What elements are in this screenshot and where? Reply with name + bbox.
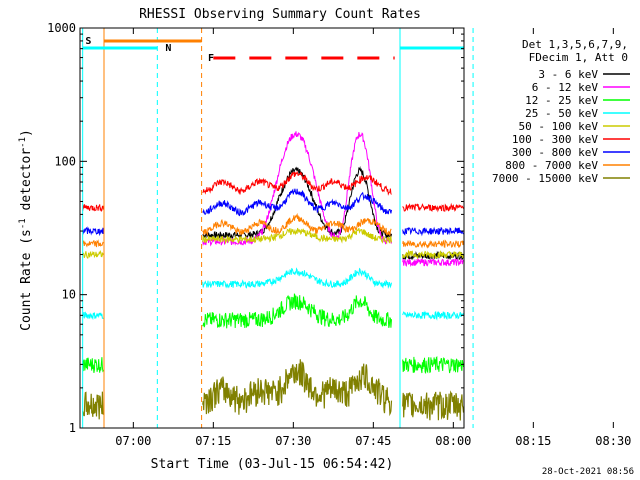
- x-axis-label: Start Time (03-Jul-15 06:54:42): [151, 457, 394, 472]
- legend-label: 12 - 25 keV: [525, 94, 598, 107]
- x-tick-label: 07:30: [275, 434, 311, 448]
- legend-header-2: FDecim 1, Att 0: [529, 51, 628, 64]
- x-tick-label: 07:15: [195, 434, 231, 448]
- y-axis-label: Count Rate (s-1 detector-1): [18, 129, 34, 331]
- x-tick-label: 08:00: [435, 434, 471, 448]
- timestamp: 28-Oct-2021 08:56: [542, 467, 634, 477]
- legend-label: 50 - 100 keV: [519, 120, 599, 133]
- legend-label: 300 - 800 keV: [512, 146, 598, 159]
- y-axis-ticks: 1 10 100 1000: [47, 21, 464, 435]
- legend-header-1: Det 1,3,5,6,7,9,: [522, 38, 628, 51]
- flare-marker-label: F: [208, 53, 214, 64]
- series-line: [202, 131, 464, 268]
- legend-label: 25 - 50 keV: [525, 107, 598, 120]
- legend: Det 1,3,5,6,7,9, FDecim 1, Att 0 3 - 6 k…: [492, 38, 630, 185]
- legend-label: 6 - 12 keV: [532, 81, 599, 94]
- series-line: [82, 359, 465, 421]
- x-tick-label: 07:00: [115, 434, 151, 448]
- x-tick-label: 08:15: [515, 434, 551, 448]
- series-line: [82, 293, 464, 375]
- series-line: [82, 170, 464, 213]
- legend-label: 800 - 7000 keV: [505, 159, 598, 172]
- x-axis-ticks: 07:00 07:15 07:30 07:45 08:00 08:15 08:30: [115, 28, 631, 448]
- legend-label: 3 - 6 keV: [538, 68, 598, 81]
- saa-marker-label: S: [85, 36, 91, 47]
- series-line: [82, 267, 464, 321]
- y-tick-label: 1: [69, 421, 76, 435]
- y-tick-label: 100: [54, 154, 76, 168]
- plot-frame: [79, 27, 465, 429]
- series-line: [82, 227, 464, 260]
- x-tick-label: 07:45: [355, 434, 391, 448]
- y-tick-label: 10: [62, 288, 76, 302]
- x-tick-label: 08:30: [595, 434, 631, 448]
- chart-title: RHESSI Observing Summary Count Rates: [139, 7, 421, 22]
- legend-label: 100 - 300 keV: [512, 133, 598, 146]
- night-marker-label: N: [165, 43, 171, 54]
- series-line: [82, 188, 464, 237]
- legend-label: 7000 - 15000 keV: [492, 172, 598, 185]
- series-layer: [82, 131, 465, 421]
- interval-markers: S N F: [82, 28, 474, 428]
- y-tick-label: 1000: [47, 21, 76, 35]
- series-line: [82, 212, 464, 249]
